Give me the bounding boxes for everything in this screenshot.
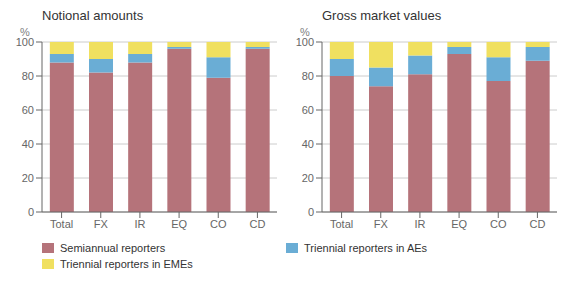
html-text:Triennial reporters in EMEs: Triennial reporters in EMEs: [60, 258, 193, 270]
svg-text:IR: IR: [414, 218, 425, 230]
svg-text:%: %: [20, 26, 30, 38]
svg-text:60: 60: [22, 104, 34, 116]
svg-text:100: 100: [295, 35, 314, 48]
svg-text:20: 20: [302, 172, 314, 184]
svg-text:40: 40: [302, 138, 314, 150]
svg-text:80: 80: [22, 70, 34, 82]
svg-text:40: 40: [22, 138, 34, 150]
svg-text:CO: CO: [490, 218, 507, 230]
svg-text:80: 80: [302, 70, 314, 82]
svg-text:EQ: EQ: [451, 218, 467, 230]
svg-text:%: %: [300, 26, 310, 38]
svg-text:100: 100: [15, 35, 34, 48]
svg-text:Total: Total: [50, 218, 73, 230]
html-text:Triennial reporters in AEs: Triennial reporters in AEs: [304, 242, 428, 254]
svg-text:20: 20: [22, 172, 34, 184]
svg-text:60: 60: [302, 104, 314, 116]
html-text:Notional amounts: Notional amounts: [42, 8, 144, 23]
svg-text:Total: Total: [330, 218, 353, 230]
html-text:Semiannual reporters: Semiannual reporters: [60, 242, 166, 254]
svg-text:IR: IR: [134, 218, 145, 230]
svg-text:CO: CO: [210, 218, 227, 230]
svg-text:FX: FX: [94, 218, 109, 230]
svg-text:FX: FX: [374, 218, 389, 230]
svg-text:0: 0: [308, 206, 314, 218]
svg-text:EQ: EQ: [171, 218, 187, 230]
svg-text:CD: CD: [529, 218, 545, 230]
svg-text:0: 0: [28, 206, 34, 218]
svg-text:CD: CD: [249, 218, 265, 230]
html-text:Gross market values: Gross market values: [322, 8, 442, 23]
